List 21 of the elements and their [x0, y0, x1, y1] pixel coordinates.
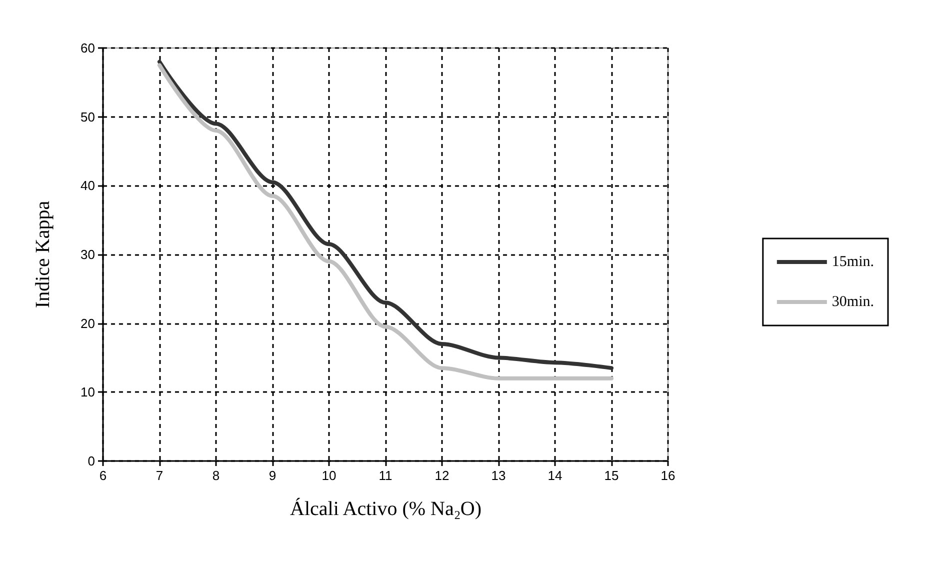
legend-label: 15min.	[832, 254, 874, 270]
x-tick-label: 8	[212, 468, 220, 483]
y-tick-label: 0	[88, 454, 95, 468]
y-tick-label: 50	[80, 109, 95, 124]
x-tick-label: 16	[660, 468, 676, 483]
x-tick-label: 11	[378, 468, 392, 483]
y-tick-label: 30	[80, 247, 95, 262]
y-tick-label: 20	[80, 316, 95, 331]
x-tick-label: 6	[99, 468, 107, 483]
y-axis-title: Indice Kappa	[32, 200, 54, 308]
x-tick-label: 12	[434, 468, 450, 483]
x-tick-label: 7	[156, 468, 164, 483]
x-tick-label: 14	[548, 468, 562, 483]
x-tick-label: 13	[491, 468, 506, 483]
x-tick-label: 15	[604, 468, 619, 483]
x-tick-label: 10	[322, 468, 336, 483]
y-tick-label: 60	[80, 40, 95, 56]
y-tick-label: 10	[80, 384, 95, 400]
x-tick-label: 9	[268, 468, 276, 483]
y-tick-label: 40	[80, 178, 95, 194]
legend-label: 30min.	[832, 294, 874, 310]
